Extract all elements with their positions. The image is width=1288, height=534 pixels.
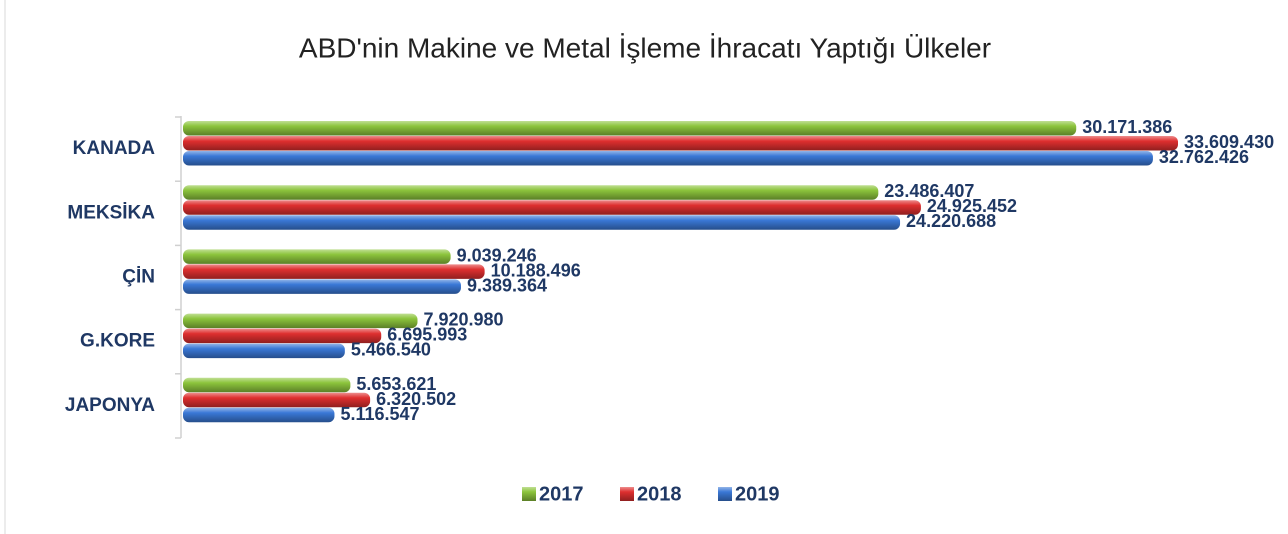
bar (183, 200, 921, 215)
bar (183, 264, 485, 279)
value-label: 10.188.496 (491, 260, 581, 280)
chart-title: ABD'nin Makine ve Metal İşleme İhracatı … (299, 32, 991, 63)
bar (183, 377, 351, 393)
bar (183, 136, 1178, 151)
value-label: 9.039.246 (457, 245, 537, 265)
category-label: G.KORE (80, 331, 155, 352)
value-label: 30.171.386 (1082, 117, 1172, 137)
legend-swatch (620, 487, 634, 501)
value-label: 32.762.426 (1159, 147, 1249, 167)
category-label: KANADA (73, 138, 156, 159)
bar (183, 407, 335, 423)
bar (183, 313, 418, 329)
legend-swatch (522, 487, 536, 501)
value-label: 7.920.980 (423, 310, 503, 330)
bar (183, 279, 461, 294)
bar (183, 151, 1153, 166)
bar (183, 392, 371, 408)
value-label: 23.486.407 (884, 181, 974, 201)
value-label: 33.609.430 (1184, 132, 1274, 152)
value-label: 6.320.502 (376, 389, 456, 409)
category-label: ÇİN (122, 267, 155, 288)
value-label: 24.220.688 (906, 211, 996, 231)
value-label: 24.925.452 (927, 196, 1017, 216)
value-label: 5.116.547 (340, 404, 419, 424)
value-label: 5.466.540 (351, 340, 431, 360)
value-label: 5.653.621 (356, 374, 436, 394)
legend-label: 2018 (637, 483, 682, 505)
category-label: MEKSİKA (67, 202, 155, 223)
bar (183, 249, 451, 264)
bar (183, 215, 901, 230)
legend-label: 2017 (539, 483, 584, 505)
bar (183, 185, 879, 200)
value-label: 6.695.993 (387, 325, 467, 345)
bar (183, 328, 382, 344)
bar (183, 121, 1077, 136)
bar (183, 343, 345, 359)
legend-swatch (718, 487, 732, 501)
value-label: 9.389.364 (467, 275, 547, 295)
category-label: JAPONYA (65, 395, 155, 416)
legend-label: 2019 (735, 483, 780, 505)
